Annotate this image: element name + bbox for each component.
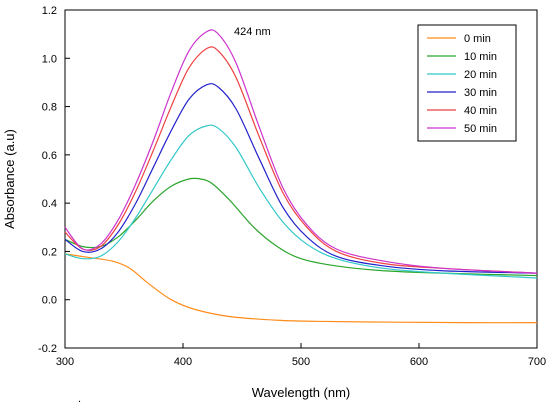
stray-dot: . — [78, 393, 81, 405]
y-tick-label: 1.0 — [42, 53, 57, 65]
legend-label: 40 min — [464, 105, 497, 117]
y-tick-label: 1.2 — [42, 5, 57, 17]
x-tick-label: 500 — [292, 356, 310, 368]
y-tick-label: 0.8 — [42, 102, 57, 114]
legend-label: 10 min — [464, 51, 497, 63]
x-tick-label: 600 — [410, 356, 428, 368]
legend-box — [417, 24, 517, 142]
series-layer — [64, 29, 538, 324]
legend-label: 0 min — [464, 33, 491, 45]
x-tick-label: 400 — [174, 356, 192, 368]
y-tick-label: 0.6 — [42, 150, 57, 162]
y-axis-title: Absorbance (a.u) — [2, 129, 17, 229]
tick-layer: 300 400 500 600 700 -0.2 0.0 0.2 0.4 0.6 0.8 1.0 1.2 — [38, 5, 546, 368]
series-line-50-min — [64, 29, 538, 274]
legend-label: 50 min — [464, 123, 497, 135]
annotation-peak: 424 nm — [234, 26, 271, 38]
series-line-0-min — [64, 253, 538, 324]
y-tick-label: 0.4 — [42, 198, 57, 210]
x-tick-label: 700 — [528, 356, 546, 368]
legend-label: 20 min — [464, 69, 497, 81]
series-line-20-min — [64, 124, 538, 279]
series-line-30-min — [64, 83, 538, 274]
legend-items: 0 min 10 min 20 min 30 min 40 min 50 min — [427, 33, 497, 135]
legend-label: 30 min — [464, 87, 497, 99]
series-line-10-min — [64, 177, 538, 277]
legend: 0 min 10 min 20 min 30 min 40 min 50 min — [417, 24, 517, 142]
y-tick-label: 0.2 — [42, 246, 57, 258]
x-tick-label: 300 — [56, 356, 74, 368]
y-tick-label: 0.0 — [42, 295, 57, 307]
series-line-40-min — [64, 46, 538, 274]
x-axis-title: Wavelength (nm) — [252, 385, 351, 400]
y-tick-label: -0.2 — [38, 343, 57, 355]
